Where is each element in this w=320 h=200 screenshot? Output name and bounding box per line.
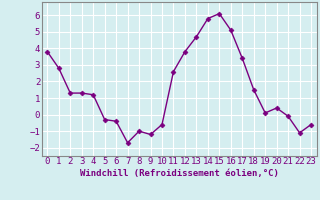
X-axis label: Windchill (Refroidissement éolien,°C): Windchill (Refroidissement éolien,°C)	[80, 169, 279, 178]
